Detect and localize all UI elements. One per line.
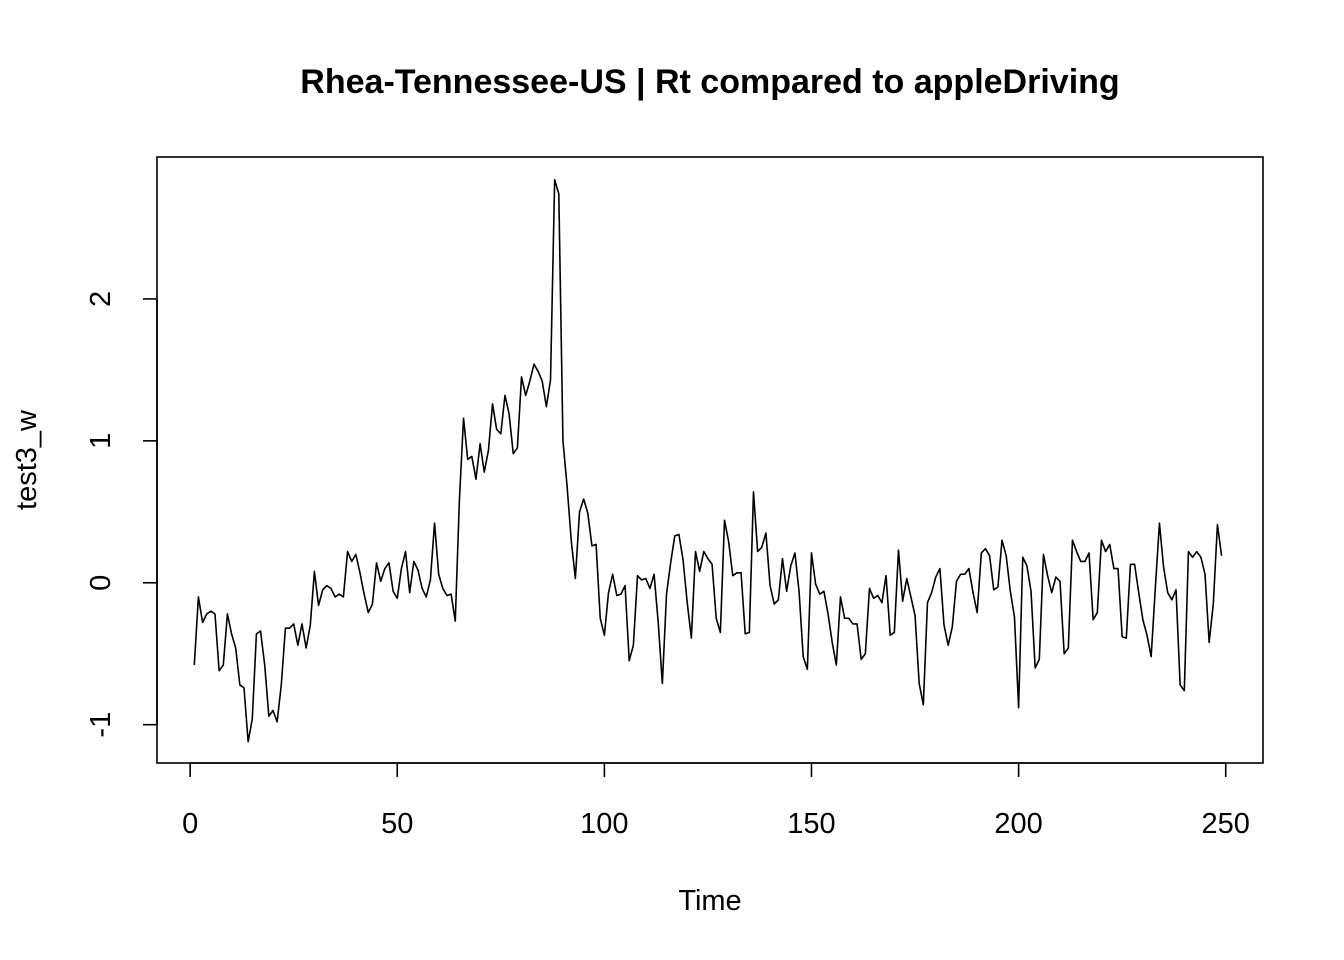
y-tick-label: -1	[85, 712, 117, 738]
x-tick-label: 100	[580, 808, 628, 840]
series-line	[193, 178, 1223, 743]
x-tick-label: 200	[994, 808, 1042, 840]
y-axis-label: test3_w	[11, 409, 43, 510]
x-tick-label: 250	[1202, 808, 1250, 840]
y-tick-label: 1	[85, 433, 117, 449]
y-axis: -1 0 1 2	[85, 291, 158, 738]
x-axis-label: Time	[678, 885, 741, 917]
x-tick-label: 0	[182, 808, 198, 840]
x-axis: 0 50 100 150 200 250	[182, 762, 1250, 840]
x-tick-label: 50	[381, 808, 413, 840]
x-tick-label: 150	[787, 808, 835, 840]
y-tick-label: 0	[85, 575, 117, 591]
data-points	[193, 179, 1223, 743]
y-tick-label: 2	[85, 291, 117, 307]
chart-title: Rhea-Tennessee-US | Rt compared to apple…	[300, 63, 1119, 101]
plot-frame	[156, 156, 1264, 764]
